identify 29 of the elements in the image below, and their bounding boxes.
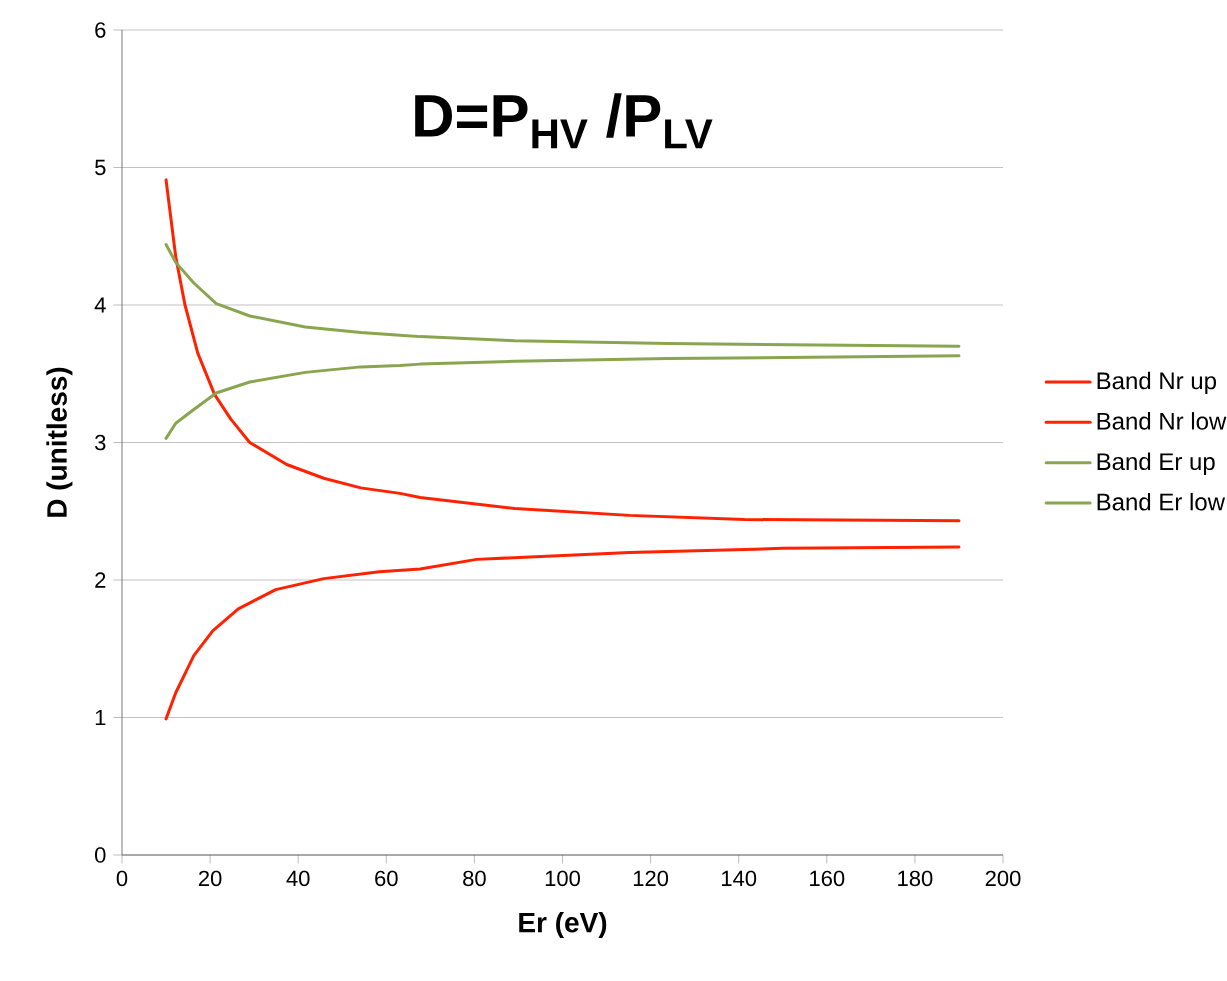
x-tick-label: 120 bbox=[633, 870, 669, 887]
y-tick-label: 1 bbox=[95, 709, 106, 726]
x-axis-title: Er (eV) bbox=[519, 911, 607, 938]
legend-label: Band Nr up bbox=[1097, 371, 1216, 395]
x-tick-label: 40 bbox=[286, 870, 310, 887]
y-tick-label: 3 bbox=[95, 434, 106, 451]
y-tick-label: 2 bbox=[95, 572, 106, 588]
x-tick-label: 80 bbox=[463, 870, 486, 887]
line-series bbox=[164, 243, 961, 348]
x-tick-label: 0 bbox=[116, 870, 128, 887]
text: D=P$_{HV}$ /P$_{LV}$ bbox=[415, 93, 713, 149]
x-tick-label: 180 bbox=[898, 870, 933, 887]
x-tick-label: 100 bbox=[545, 870, 580, 887]
line-series bbox=[164, 354, 961, 440]
x-tick-label: 200 bbox=[985, 870, 1021, 887]
legend-label: Band Er up bbox=[1097, 452, 1215, 475]
x-tick-label: 160 bbox=[810, 870, 845, 887]
legend-label: Band Er low bbox=[1097, 492, 1226, 511]
y-tick-label: 0 bbox=[95, 847, 106, 863]
x-tick-label: 20 bbox=[198, 870, 222, 887]
x-tick-label: 140 bbox=[722, 870, 757, 887]
line-series bbox=[164, 545, 961, 721]
line-series bbox=[164, 178, 961, 523]
x-tick-label: 60 bbox=[375, 870, 398, 887]
y-tick-label: 6 bbox=[95, 22, 106, 38]
y-tick-label: 5 bbox=[95, 159, 106, 176]
y-axis-title: D (unitless) bbox=[46, 367, 73, 517]
legend-label: Band Nr low bbox=[1097, 412, 1227, 430]
y-tick-label: 4 bbox=[94, 297, 106, 313]
